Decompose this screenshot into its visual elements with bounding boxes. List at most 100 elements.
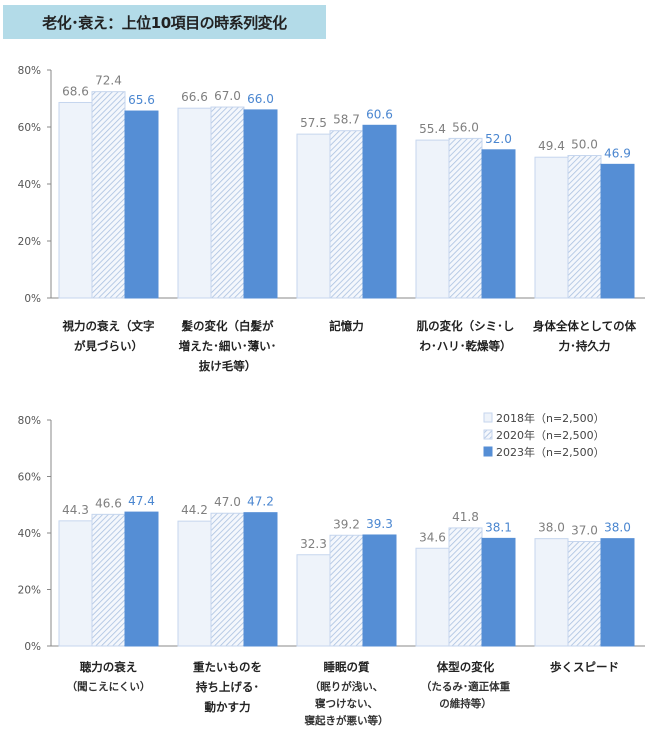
data-label: 47.4 [128,494,155,508]
bar-2023 [481,537,516,647]
category-sublabel: （眠りが浅い、 [310,680,384,693]
bar-2018 [534,156,569,299]
bar-2018 [58,520,93,647]
data-label: 65.6 [128,93,155,107]
y-tick-label: 0% [24,293,41,305]
data-label: 68.6 [62,84,89,98]
bar-2020 [91,91,126,299]
data-label: 39.3 [366,517,393,531]
category-label: 髪の変化（白髪が [181,319,274,333]
bar-2018 [58,101,93,299]
category-label: 記憶力 [329,319,364,333]
category-label: 視力の衰え（文字 [62,319,155,333]
data-label: 52.0 [485,132,512,146]
category-label: 身体全体としての体 [533,319,637,333]
legend-swatch [483,429,493,440]
category-label: 聴力の衰え [80,660,138,674]
y-tick-label: 80% [18,65,41,77]
bar-2020 [210,512,245,647]
category-sublabel: （聞こえにくい） [67,680,151,693]
data-label: 38.1 [485,520,512,534]
bar-2023 [600,163,635,299]
data-label: 72.4 [95,74,122,88]
category-sublabel: （たるみ･適正体重 [421,680,511,693]
category-label: 歩くスピード [550,660,619,674]
category-sublabel: 寝つけない、 [315,697,378,710]
bar-2018 [296,133,331,299]
bar-2023 [124,110,159,299]
category-label: 持ち上げる･ [196,680,259,694]
bar-2018 [415,139,450,299]
data-label: 46.6 [95,496,122,510]
data-label: 34.6 [419,530,446,544]
data-label: 44.3 [62,503,89,517]
y-tick-label: 20% [18,585,41,597]
bar-2020 [210,106,245,299]
category-label: 肌の変化（シミ･し [417,319,515,333]
data-label: 37.0 [571,523,598,537]
data-label: 66.0 [247,92,274,106]
data-label: 67.0 [214,89,241,103]
category-label: 睡眠の質 [324,660,370,674]
legend-swatch [483,446,493,457]
legend-label: 2018年（n=2,500） [496,411,605,425]
y-tick-label: 60% [18,472,41,484]
data-label: 55.4 [419,122,446,136]
category-sublabel: の維持等） [439,697,492,710]
category-label: 動かす力 [205,700,251,714]
bar-2020 [329,534,364,647]
data-label: 66.6 [181,90,208,104]
bar-2023 [124,511,159,647]
bar-2023 [481,149,516,299]
legend-label: 2020年（n=2,500） [496,428,605,442]
data-label: 50.0 [571,138,598,152]
chart-title-banner: 老化･衰え：上位10項目の時系列変化 [3,5,326,39]
legend-swatch [483,412,493,423]
category-label: 抜け毛等） [199,359,257,373]
y-tick-label: 80% [18,415,41,427]
bar-2020 [91,513,126,647]
bar-2020 [329,130,364,299]
bar-2018 [415,547,450,647]
data-label: 38.0 [604,521,631,535]
chart-title: 老化･衰え：上位10項目の時系列変化 [42,13,287,32]
data-label: 41.8 [452,510,479,524]
data-label: 46.9 [604,146,631,160]
y-tick-label: 40% [18,179,41,191]
bar-2020 [448,137,483,299]
data-label: 38.0 [538,521,565,535]
bar-2023 [362,534,397,647]
bar-2018 [296,554,331,647]
bar-2023 [243,512,278,647]
category-label: 力･持久力 [559,339,611,353]
bar-2020 [448,527,483,647]
bar-2018 [177,520,212,647]
bar-2023 [600,538,635,647]
category-label: 体型の変化 [437,660,495,674]
y-tick-label: 0% [24,641,41,653]
bar-2023 [243,109,278,299]
category-label: 増えた･細い･薄い･ [179,339,277,353]
y-tick-label: 20% [18,236,41,248]
data-label: 60.6 [366,107,393,121]
data-label: 56.0 [452,120,479,134]
data-label: 32.3 [300,537,327,551]
data-label: 47.2 [247,495,274,509]
y-tick-label: 40% [18,528,41,540]
category-label: 重たいものを [193,660,262,674]
category-label: が見づらい） [74,339,143,353]
category-label: わ･ハリ･乾燥等） [420,339,512,353]
data-label: 39.2 [333,517,360,531]
category-sublabel: 寝起きが悪い等） [305,714,389,727]
legend-label: 2023年（n=2,500） [496,445,605,459]
bar-2018 [177,107,212,299]
data-label: 47.0 [214,495,241,509]
bar-2018 [534,538,569,647]
data-label: 49.4 [538,139,565,153]
data-label: 57.5 [300,116,327,130]
y-tick-label: 60% [18,122,41,134]
bar-2023 [362,124,397,299]
data-label: 44.2 [181,503,208,517]
bar-2020 [567,540,602,647]
